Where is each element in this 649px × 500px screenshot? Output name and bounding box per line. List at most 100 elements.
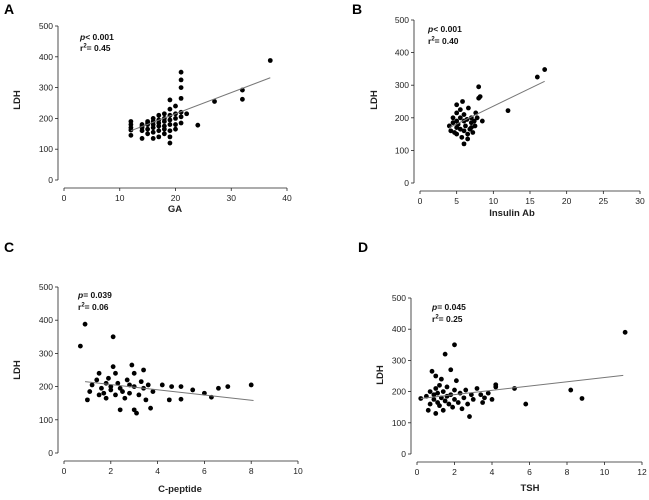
y-tick-label: 400 <box>395 48 409 58</box>
y-tick-label: 0 <box>401 449 406 459</box>
data-point <box>240 96 245 102</box>
data-point <box>452 387 457 393</box>
panel-b-p-value: p< 0.001 <box>427 24 462 34</box>
data-point <box>427 401 433 407</box>
x-tick-label: 4 <box>155 466 160 476</box>
panel-c-y-label: LDH <box>12 360 23 380</box>
data-point <box>476 84 482 90</box>
x-tick-label: 12 <box>637 467 647 477</box>
panel-a-y-label: LDH <box>12 90 23 110</box>
x-tick-label: 2 <box>452 467 457 477</box>
data-point <box>150 136 156 141</box>
data-point <box>459 134 465 140</box>
panel-label-a: A <box>4 1 14 17</box>
data-point <box>477 94 483 100</box>
y-tick-label: 300 <box>395 80 409 90</box>
data-point <box>452 342 457 348</box>
data-point <box>85 397 90 403</box>
data-point <box>212 99 217 104</box>
x-tick-label: 0 <box>418 196 423 206</box>
data-point <box>470 397 476 402</box>
data-point <box>471 118 477 124</box>
data-point <box>145 131 151 137</box>
x-tick-label: 2 <box>108 466 113 476</box>
panel-b-x-label: Insulin Ab <box>489 208 535 219</box>
data-point <box>195 122 201 128</box>
data-point <box>465 131 471 137</box>
data-point <box>474 386 480 391</box>
data-point <box>134 410 139 416</box>
data-point <box>431 397 437 402</box>
y-tick-label: 500 <box>39 282 53 292</box>
panel-b-fit-line <box>449 80 545 129</box>
y-tick-label: 400 <box>39 315 53 325</box>
data-point <box>493 384 499 390</box>
data-point <box>173 103 178 109</box>
data-point <box>143 397 149 403</box>
panel-d-axes: 0 100 200 300 400 500 0 2 4 6 8 10 12 <box>392 293 647 477</box>
data-point <box>150 129 156 135</box>
data-point <box>479 118 485 124</box>
data-point <box>465 136 471 142</box>
panel-label-d: D <box>358 239 368 255</box>
x-tick-label: 40 <box>282 193 292 203</box>
y-tick-label: 200 <box>39 113 53 123</box>
y-tick-label: 200 <box>39 382 53 392</box>
data-point <box>440 407 446 413</box>
data-point <box>448 128 454 134</box>
data-point <box>108 384 114 389</box>
data-point <box>450 120 456 126</box>
data-point <box>77 343 83 349</box>
data-point <box>437 382 442 388</box>
panel-b-points <box>446 67 548 147</box>
y-tick-label: 500 <box>395 15 409 25</box>
data-point <box>167 97 173 103</box>
data-point <box>482 395 487 401</box>
x-tick-label: 30 <box>635 196 645 206</box>
x-tick-label: 6 <box>527 467 532 477</box>
data-point <box>156 134 162 140</box>
data-point <box>429 368 435 374</box>
data-point <box>117 407 123 413</box>
data-point <box>166 397 172 403</box>
panel-d-fit-line <box>420 374 624 399</box>
data-point <box>457 126 463 132</box>
y-tick-label: 200 <box>395 113 409 123</box>
y-tick-label: 500 <box>39 21 53 31</box>
data-point <box>173 122 178 127</box>
x-tick-label: 10 <box>293 466 303 476</box>
data-point <box>128 119 134 124</box>
data-point <box>478 392 484 398</box>
panel-b-axes: 0 100 200 300 400 500 0 5 10 15 20 25 30 <box>395 15 645 206</box>
data-point <box>145 119 151 124</box>
data-point <box>129 362 135 368</box>
data-point <box>433 411 439 416</box>
y-tick-label: 300 <box>392 355 406 365</box>
data-point <box>216 385 221 391</box>
data-point <box>94 377 100 383</box>
data-point <box>145 126 151 132</box>
y-tick-label: 100 <box>395 145 409 155</box>
data-point <box>425 407 431 413</box>
data-point <box>161 131 167 137</box>
data-point <box>110 364 116 370</box>
data-point <box>127 390 132 396</box>
x-tick-label: 10 <box>600 467 610 477</box>
x-tick-label: 30 <box>227 193 237 203</box>
x-tick-label: 8 <box>249 466 254 476</box>
data-point <box>542 67 548 72</box>
data-point <box>178 85 184 90</box>
data-point <box>446 123 452 129</box>
data-point <box>128 132 134 138</box>
data-point <box>427 389 433 394</box>
data-point <box>472 123 478 129</box>
data-point <box>169 384 175 389</box>
y-tick-label: 0 <box>48 448 53 458</box>
data-point <box>461 112 467 117</box>
panel-a-r-squared: r2= 0.45 <box>80 43 111 53</box>
panel-label-b: B <box>352 1 362 17</box>
data-point <box>161 123 167 129</box>
data-point <box>505 108 511 114</box>
